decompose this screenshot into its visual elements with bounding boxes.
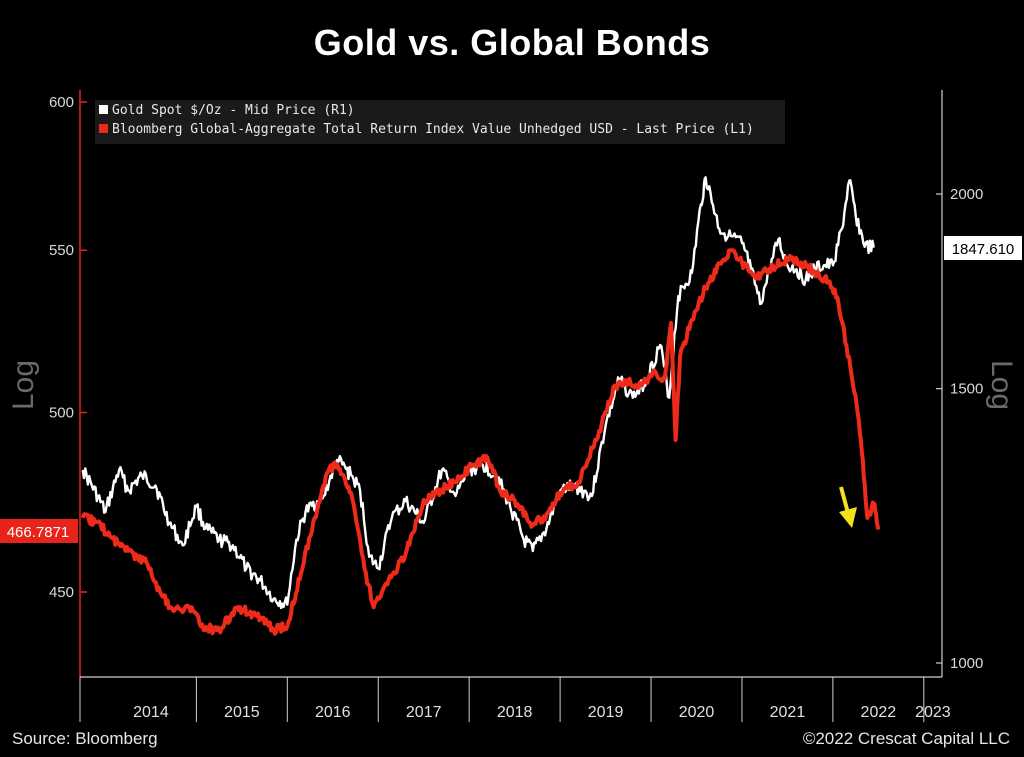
x-tick-label: 2022: [861, 704, 897, 721]
legend: Gold Spot $/Oz - Mid Price (R1) Bloomber…: [95, 100, 785, 144]
legend-entry-bonds: Bloomberg Global-Aggregate Total Return …: [112, 122, 754, 137]
left-tick-label: 550: [49, 242, 74, 259]
x-tick-label: 2021: [770, 704, 806, 721]
x-tick-label: 2020: [679, 704, 715, 721]
x-tick-label: 2019: [588, 704, 624, 721]
left-last-value-box: 466.7871: [0, 519, 78, 543]
left-y-axis: 450 500 550 600: [49, 94, 87, 601]
right-last-value-box: 1847.610: [944, 236, 1022, 260]
right-tick-label: 1000: [950, 655, 983, 672]
left-last-value: 466.7871: [7, 524, 70, 541]
x-tick-label: 2018: [497, 704, 533, 721]
left-tick-label: 600: [49, 94, 74, 111]
x-axis: 2014 2015 2016 2017 2018 2019 2020 2021 2022 2023: [133, 677, 951, 722]
copyright-note: ©2022 Crescat Capital LLC: [802, 729, 1010, 748]
axes-frame: [79, 90, 943, 722]
x-tick-label: 2023: [915, 704, 951, 721]
right-tick-label: 1500: [950, 381, 983, 398]
left-axis-label: Log: [7, 360, 40, 410]
bond-index-line: [80, 248, 881, 636]
source-note: Source: Bloomberg: [12, 729, 158, 748]
legend-entry-gold: Gold Spot $/Oz - Mid Price (R1): [112, 103, 355, 118]
gold-price-line: [81, 176, 875, 610]
right-tick-label: 2000: [950, 186, 983, 203]
legend-swatch-gold: [99, 105, 108, 114]
right-axis-label: Log: [985, 360, 1018, 410]
x-tick-label: 2017: [406, 704, 442, 721]
left-tick-label: 450: [49, 584, 74, 601]
legend-swatch-bonds: [99, 124, 108, 133]
down-arrow-icon: [839, 486, 857, 528]
x-tick-label: 2015: [224, 704, 260, 721]
right-last-value: 1847.610: [952, 241, 1015, 258]
legend-background: [95, 100, 785, 144]
x-tick-label: 2016: [315, 704, 351, 721]
series-layer: [80, 176, 881, 636]
right-y-axis: 1000 1500 2000: [936, 186, 983, 672]
chart-title: Gold vs. Global Bonds: [313, 22, 711, 63]
x-tick-label: 2014: [133, 704, 169, 721]
left-tick-label: 500: [49, 405, 74, 422]
